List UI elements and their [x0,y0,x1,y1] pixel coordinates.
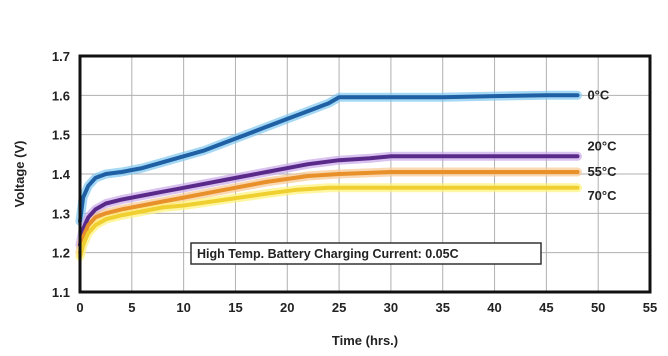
y-tick-0: 1.1 [52,285,70,300]
y-tick-2: 1.3 [52,206,70,221]
x-tick-10: 50 [591,300,605,315]
series-line-20c [78,154,580,247]
series-label-70c: 70°C [587,188,617,203]
x-tick-2: 10 [176,300,190,315]
x-tick-6: 30 [384,300,398,315]
series-lines-layer [78,93,580,259]
annotation-text: High Temp. Battery Charging Current: 0.0… [197,247,459,261]
x-tick-5: 25 [332,300,346,315]
annotation-border [190,242,542,265]
x-tick-0: 0 [76,300,83,315]
x-tick-11: 55 [643,300,657,315]
series-label-55c: 55°C [587,164,617,179]
x-axis-title: Time (hrs.) [332,333,398,348]
series-labels: 0°C 20°C 55°C 70°C [587,87,617,202]
series-line-0c [78,93,580,224]
x-tick-7: 35 [435,300,449,315]
x-tick-8: 40 [487,300,501,315]
series-label-20c: 20°C [587,138,617,153]
series-label-0c: 0°C [587,87,609,102]
y-tick-labels: 1.1 1.2 1.3 1.4 1.5 1.6 1.7 [52,49,71,300]
y-tick-6: 1.7 [52,49,70,64]
series-line-55c [78,170,580,255]
x-tick-3: 15 [228,300,242,315]
series-line-70c [78,185,580,259]
x-tick-1: 5 [128,300,135,315]
y-tick-5: 1.6 [52,88,70,103]
y-tick-4: 1.5 [52,128,70,143]
y-tick-1: 1.2 [52,246,70,261]
x-tick-9: 45 [539,300,553,315]
plot-frame [78,54,652,294]
y-axis-title: Voltage (V) [12,141,27,208]
x-tick-4: 20 [280,300,294,315]
annotation-box: High Temp. Battery Charging Current: 0.0… [190,242,542,265]
x-tick-labels: 0 5 10 15 20 25 30 35 40 45 50 55 [76,300,657,315]
y-tick-3: 1.4 [52,167,71,182]
